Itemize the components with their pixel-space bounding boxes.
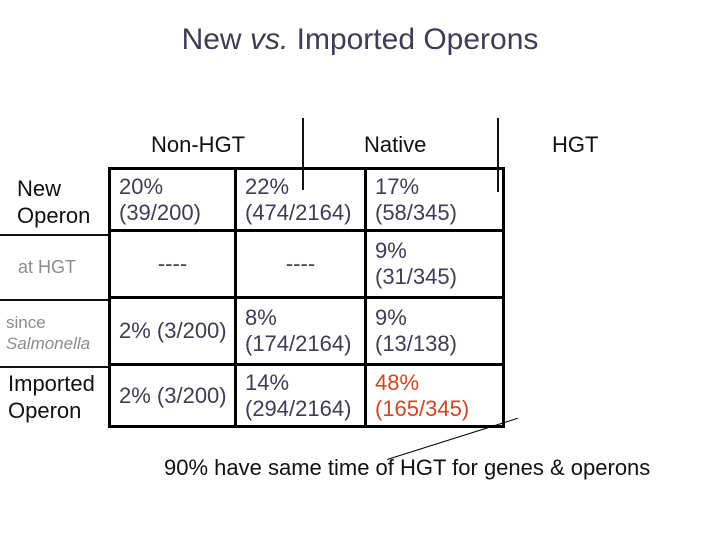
row-label-line: since	[6, 313, 46, 332]
cell-fraction: (294/2164)	[245, 395, 352, 421]
cell-fraction: (31/345)	[375, 264, 457, 289]
row-label-at-hgt: at HGT	[18, 256, 76, 278]
row-label-imported-operon: Imported Operon	[8, 370, 95, 424]
cell-at-hgt-native: ----	[237, 232, 364, 296]
cell-imported-operon-hgt-highlight: 48% (165/345)	[367, 366, 502, 425]
cell-fraction: (13/138)	[375, 331, 457, 356]
cell-percent: 8%	[245, 305, 277, 330]
row-label-new-operon: New Operon	[17, 175, 90, 229]
cell-imported-operon-native: 14% (294/2164)	[237, 366, 364, 425]
row-label-since-salmonella: since Salmonella	[6, 312, 90, 354]
cell-percent: 9%	[375, 238, 407, 263]
cell-new-operon-hgt: 17% (58/345)	[367, 170, 502, 229]
row-label-line: Operon	[17, 203, 91, 228]
cell-percent: ----	[285, 251, 316, 276]
footer-note: 90% have same time of HGT for genes & op…	[164, 455, 651, 480]
cell-at-hgt-hgt: 9% (31/345)	[367, 232, 502, 296]
row-separator-line-2	[0, 299, 110, 301]
title-part-3: Imported Operons	[288, 23, 539, 56]
column-header-hgt: HGT	[552, 132, 599, 157]
cell-percent: 14%	[245, 369, 290, 395]
row-label-line: Imported	[8, 371, 95, 396]
row-separator-line-3	[0, 366, 110, 368]
row-label-line-salmonella: Salmonella	[6, 334, 91, 353]
title-part-1: New	[181, 23, 250, 56]
cell-percent: 22%	[245, 173, 290, 199]
title-part-vs: vs.	[249, 23, 289, 56]
cell-fraction: (165/345)	[375, 395, 470, 421]
cell-since-salmonella-native: 8% (174/2164)	[237, 299, 364, 363]
cell-imported-operon-non-hgt: 2% (3/200)	[111, 366, 234, 425]
cell-percent: 20%	[119, 173, 164, 199]
cell-percent: 2% (3/200)	[119, 318, 227, 343]
cell-percent: ----	[157, 251, 188, 276]
column-header-non-hgt: Non-HGT	[151, 132, 246, 157]
row-label-line: Operon	[8, 398, 82, 423]
slide-title: New vs. Imported Operons	[0, 24, 720, 56]
cell-fraction: (39/200)	[119, 199, 201, 225]
cell-new-operon-native: 22% (474/2164)	[237, 170, 364, 229]
cell-percent: 2% (3/200)	[119, 382, 227, 408]
cell-fraction: (58/345)	[375, 199, 457, 225]
row-label-line: New	[17, 176, 62, 201]
row-separator-line-1	[0, 234, 110, 236]
cell-percent: 48%	[375, 369, 420, 395]
operons-table: 20% (39/200) 22% (474/2164) 17% (58/345)…	[108, 167, 505, 428]
cell-at-hgt-non-hgt: ----	[111, 232, 234, 296]
cell-since-salmonella-non-hgt: 2% (3/200)	[111, 299, 234, 363]
cell-fraction: (174/2164)	[245, 331, 352, 356]
header-divider-line-2	[497, 118, 499, 192]
cell-since-salmonella-hgt: 9% (13/138)	[367, 299, 502, 363]
cell-new-operon-non-hgt: 20% (39/200)	[111, 170, 234, 229]
header-divider-line-1	[302, 118, 304, 190]
cell-percent: 17%	[375, 173, 420, 199]
row-label-line: at HGT	[18, 257, 77, 277]
cell-fraction: (474/2164)	[245, 199, 352, 225]
column-header-native: Native	[364, 132, 427, 157]
cell-percent: 9%	[375, 305, 407, 330]
